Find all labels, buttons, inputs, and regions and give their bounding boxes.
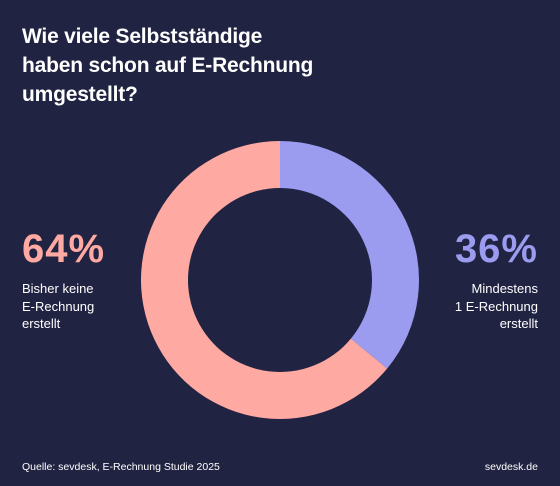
brand-label: sevdesk.de [484, 461, 538, 473]
description-line: Mindestens [471, 281, 538, 296]
description-line: erstellt [22, 316, 61, 331]
stat-description-with-invoice: Mindestens 1 E-Rechnung erstellt [455, 280, 538, 333]
description-line: 1 E-Rechnung [454, 298, 538, 314]
stat-no-invoice: 64% Bisher keine E-Rechnung erstellt [22, 226, 105, 333]
chart-title: Wie viele Selbstständige haben schon auf… [22, 22, 352, 109]
donut-slice-no-invoice [140, 141, 388, 420]
donut-chart [140, 141, 419, 420]
description-line: Bisher keine [22, 281, 94, 296]
stat-percent-no-invoice: 64% [22, 227, 106, 271]
title-line: haben schon auf E-Rechnung [22, 54, 314, 77]
title-line: umgestellt? [22, 83, 138, 106]
description-line: erstellt [499, 316, 538, 331]
stat-description-no-invoice: Bisher keine E-Rechnung erstellt [22, 280, 105, 333]
title-line: Wie viele Selbstständige [22, 25, 263, 48]
description-line: E-Rechnung [22, 298, 95, 314]
stat-with-invoice: 36% Mindestens 1 E-Rechnung erstellt [455, 226, 538, 333]
donut-slice-with-invoice [280, 141, 419, 369]
source-note: Quelle: sevdesk, E-Rechnung Studie 2025 [22, 461, 220, 473]
stat-percent-with-invoice: 36% [454, 227, 538, 271]
